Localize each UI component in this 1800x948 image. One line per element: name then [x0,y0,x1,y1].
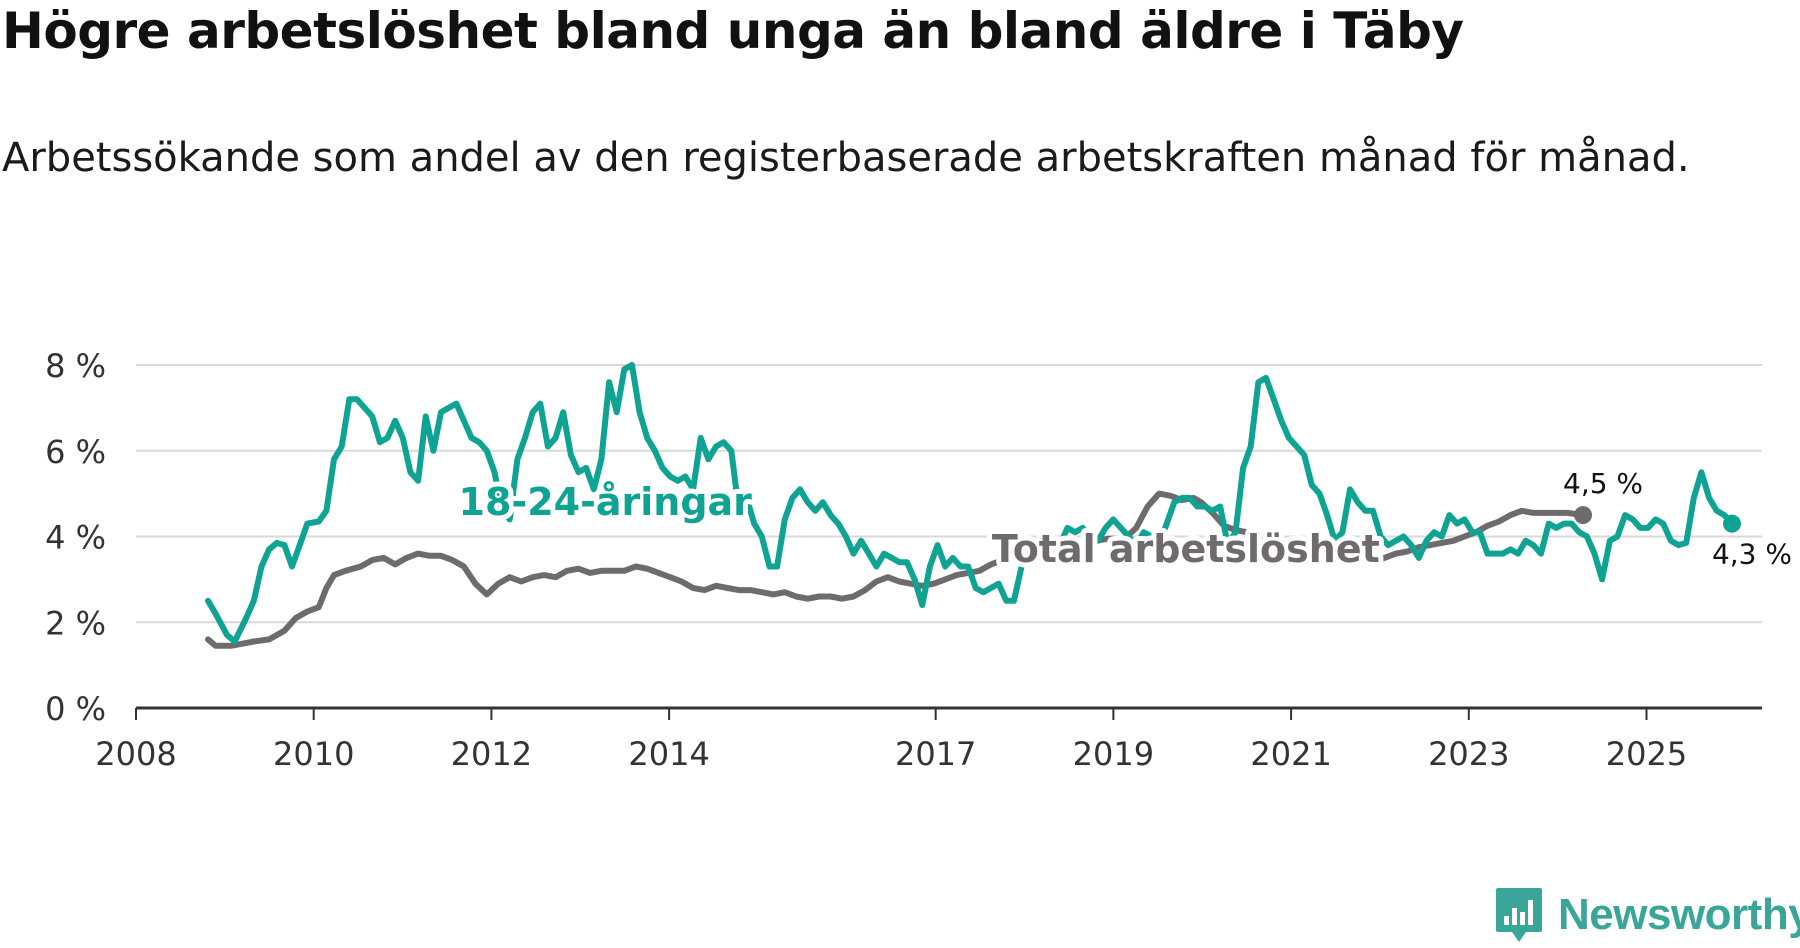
newsworthy-logo-icon [1496,888,1542,942]
y-tick-label: 2 % [45,604,106,642]
chart-subtitle: Arbetssökande som andel av den registerb… [2,135,1690,181]
x-tick-label: 2023 [1428,735,1509,773]
series-label-youth: 18-24-åringar [459,480,753,524]
end-point-total [1574,506,1593,525]
end-point-youth [1723,514,1741,533]
x-tick-label: 2008 [95,735,176,773]
series-lines [205,362,1735,649]
x-axis: 2008 2010 2012 2014 2017 2019 2021 2023 2025 [95,706,1762,773]
x-tick-label: 2021 [1250,735,1331,773]
newsworthy-brand: Newsworthy [1494,886,1800,944]
y-tick-label: 4 % [45,519,106,557]
x-tick-label: 2017 [895,735,976,773]
y-tick-label: 8 % [45,347,106,385]
y-tick-label: 0 % [45,690,106,728]
x-tick-label: 2019 [1073,735,1154,773]
series-label-total: Total arbetslöshet [992,527,1380,571]
x-tick-label: 2012 [451,735,532,773]
end-value-label: 4,3 % [1712,538,1792,571]
x-tick-label: 2014 [628,735,709,773]
x-tick-label: 2010 [273,735,354,773]
y-tick-label: 6 % [45,433,106,471]
gridlines [136,364,1762,624]
end-value-label: 4,5 % [1563,467,1643,500]
annotations: 4,5 % 4,3 % 18-24-åringar Total arbetslöshe… [454,464,1795,576]
brand-name: Newsworthy [1558,890,1800,939]
y-axis-tick-labels: 0 % 2 % 4 % 6 % 8 % [45,347,106,728]
series-line-total [205,490,1586,649]
series-line-youth [205,362,1735,645]
x-tick-label: 2025 [1606,735,1687,773]
chart-title: Högre arbetslöshet bland unga än bland ä… [2,2,1464,60]
